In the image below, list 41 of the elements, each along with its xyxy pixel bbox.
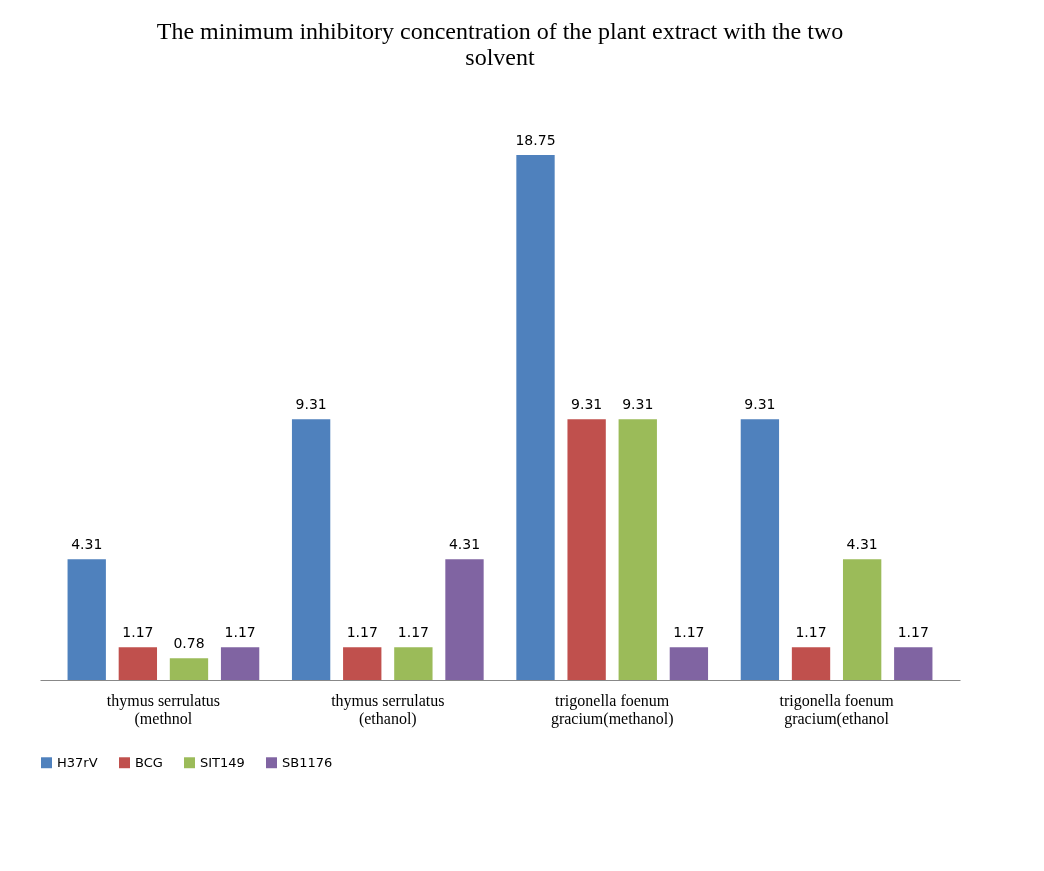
bar [169, 658, 209, 680]
data-label: 9.31 [622, 396, 654, 413]
legend-label: BCG [135, 754, 163, 770]
data-label: 9.31 [744, 396, 776, 413]
data-label: 4.31 [846, 536, 878, 553]
bar [67, 559, 106, 680]
bar [791, 647, 831, 680]
bar [291, 419, 331, 680]
data-label: 1.17 [795, 624, 827, 641]
bar [343, 647, 382, 680]
data-label: 1.17 [224, 624, 256, 641]
data-label: 4.31 [448, 536, 481, 553]
data-label: 1.17 [122, 624, 154, 641]
bar [567, 419, 606, 680]
data-label: 0.78 [173, 635, 205, 652]
x-tick-label: trigonella foenum gracium(ethanol [779, 691, 895, 728]
legend-label: SIT149 [200, 754, 245, 770]
legend-label: H37rV [57, 754, 98, 770]
data-label: 1.17 [346, 624, 378, 641]
bar [740, 419, 780, 680]
bar [894, 647, 933, 680]
data-label: 9.31 [295, 396, 327, 413]
bar [618, 419, 657, 680]
x-tick-label: thymus serrulatus (ethanol) [331, 691, 445, 728]
legend-label: SB1176 [282, 754, 333, 770]
data-label: 9.31 [571, 396, 603, 413]
data-label: 4.31 [71, 536, 103, 553]
bar [445, 559, 484, 680]
data-label: 1.17 [897, 624, 929, 641]
bar [394, 647, 433, 680]
data-label: 1.17 [673, 624, 705, 641]
data-label: 1.17 [397, 624, 429, 641]
chart-title: The minimum inhibitory concentration of the plant extract with the two solvent [156, 18, 844, 70]
bar [220, 647, 260, 680]
bar [842, 559, 882, 680]
bar [118, 647, 158, 680]
x-tick-label: thymus serrulatus (methnol [106, 691, 221, 728]
bar [516, 155, 555, 680]
x-tick-label: trigonella foenum gracium(methanol) [550, 691, 674, 728]
data-label: 18.75 [515, 132, 556, 148]
bar [669, 647, 709, 680]
